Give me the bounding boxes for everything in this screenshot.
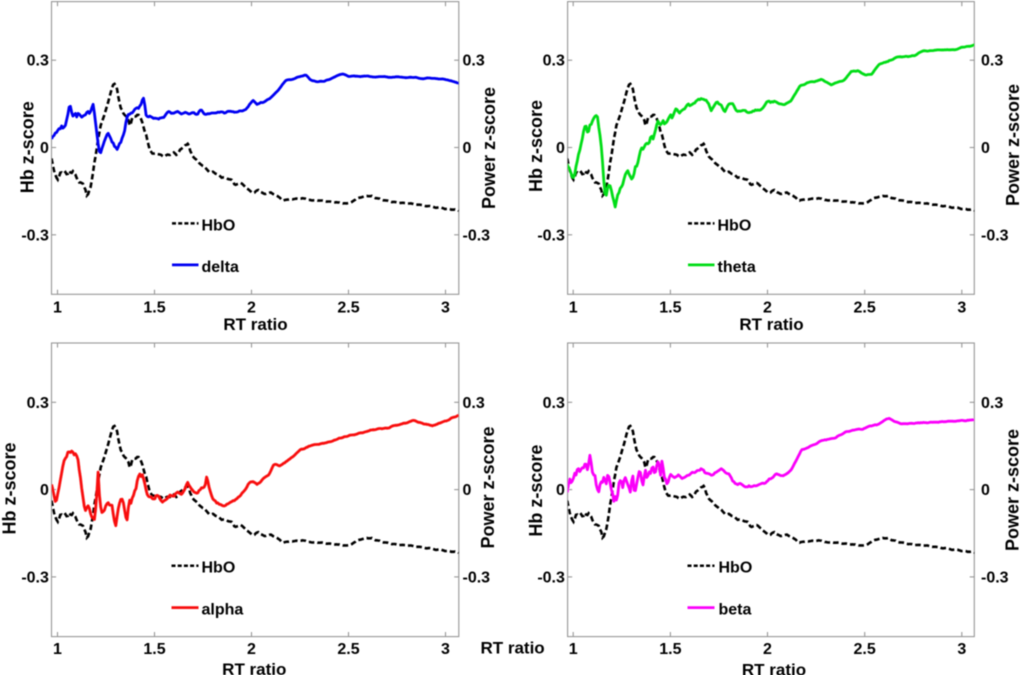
svg-text:1.5: 1.5 [143,641,165,658]
svg-text:2.5: 2.5 [337,641,359,658]
svg-text:1.5: 1.5 [659,299,681,316]
svg-text:2: 2 [763,641,772,658]
svg-text:3: 3 [957,299,966,316]
svg-text:Hb z-score: Hb z-score [526,100,546,192]
svg-text:-0.3: -0.3 [537,227,565,244]
svg-text:delta: delta [202,259,239,276]
svg-text:0: 0 [556,482,565,499]
svg-text:1.5: 1.5 [659,641,681,658]
svg-text:beta: beta [719,602,752,619]
svg-text:2.5: 2.5 [337,299,359,316]
svg-text:2.5: 2.5 [854,641,876,658]
svg-text:-0.3: -0.3 [981,569,1009,586]
svg-text:HbO: HbO [202,560,236,577]
svg-text:1: 1 [569,641,578,658]
svg-text:2: 2 [763,299,772,316]
svg-text:HbO: HbO [718,217,752,234]
svg-text:RT ratio: RT ratio [223,315,287,334]
svg-text:-0.3: -0.3 [537,569,565,586]
svg-text:Power z-score: Power z-score [479,87,499,209]
svg-text:0: 0 [463,140,472,157]
svg-text:alpha: alpha [202,602,244,619]
svg-text:0.3: 0.3 [543,53,565,70]
svg-text:0: 0 [556,140,565,157]
svg-text:Hb z-score: Hb z-score [0,442,19,534]
svg-text:1: 1 [53,299,62,316]
svg-text:0: 0 [40,482,49,499]
svg-text:-0.3: -0.3 [463,569,491,586]
svg-text:0: 0 [463,482,472,499]
svg-text:0: 0 [981,482,990,499]
svg-text:2.5: 2.5 [854,299,876,316]
svg-text:0.3: 0.3 [543,395,565,412]
svg-text:2: 2 [247,299,256,316]
svg-text:0.3: 0.3 [27,395,49,412]
svg-text:RT ratio: RT ratio [739,315,803,334]
svg-text:1.5: 1.5 [143,299,165,316]
svg-text:Power z-score: Power z-score [478,426,498,548]
svg-text:theta: theta [718,259,756,276]
svg-text:1: 1 [53,641,62,658]
svg-text:-0.3: -0.3 [21,227,49,244]
svg-text:-0.3: -0.3 [981,227,1009,244]
svg-text:0.3: 0.3 [463,53,485,70]
svg-text:RT ratio: RT ratio [480,639,544,658]
svg-text:0.3: 0.3 [27,53,49,70]
svg-text:3: 3 [441,299,450,316]
svg-text:-0.3: -0.3 [463,227,491,244]
svg-text:Hb z-score: Hb z-score [17,101,37,193]
svg-text:3: 3 [957,641,966,658]
svg-text:2: 2 [247,641,256,658]
svg-text:-0.3: -0.3 [21,569,49,586]
svg-text:HbO: HbO [202,217,236,234]
svg-text:Hb z-score: Hb z-score [526,445,546,537]
svg-text:HbO: HbO [719,560,753,577]
svg-text:1: 1 [569,299,578,316]
svg-text:0: 0 [40,140,49,157]
svg-text:3: 3 [441,641,450,658]
svg-text:RT ratio: RT ratio [742,661,806,676]
svg-text:Power z-score: Power z-score [1003,429,1023,551]
svg-text:0.3: 0.3 [463,395,485,412]
svg-text:0.3: 0.3 [981,53,1003,70]
svg-text:0.3: 0.3 [981,395,1003,412]
svg-text:0: 0 [981,140,990,157]
svg-text:Power z-score: Power z-score [1003,84,1023,206]
svg-text:RT ratio: RT ratio [222,660,286,675]
